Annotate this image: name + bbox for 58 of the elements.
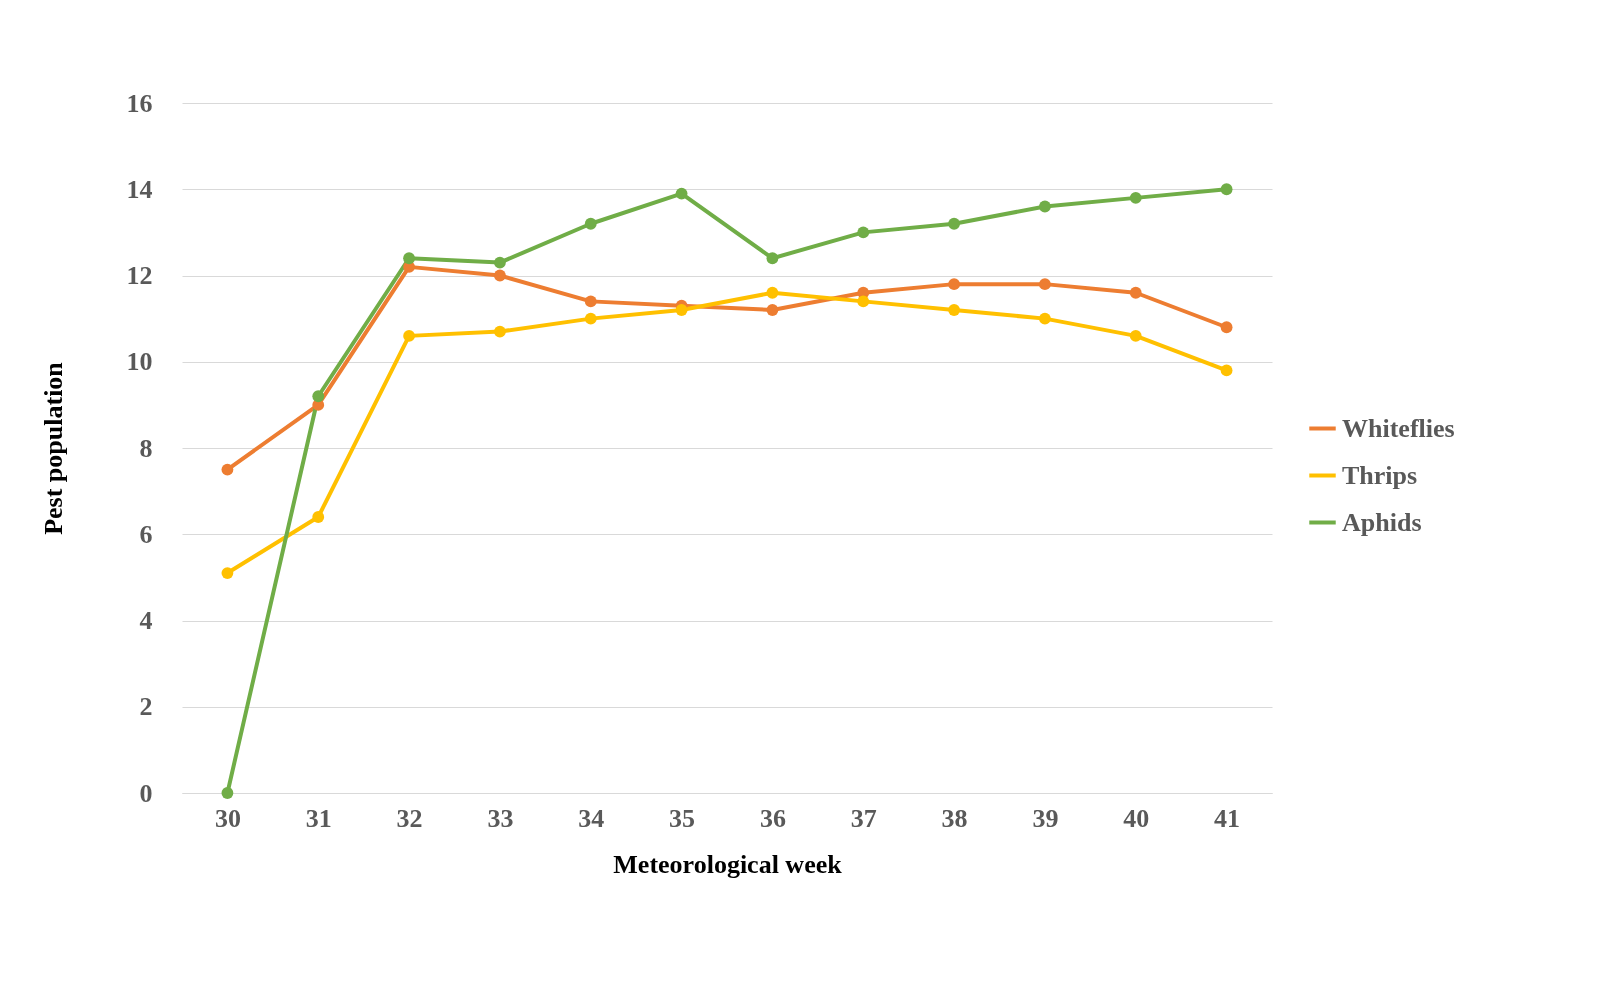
point [1039,278,1051,291]
point [221,567,234,579]
x-tick-label: 33 [487,803,514,833]
point [1039,312,1051,325]
y-tick-label: 12 [126,261,153,290]
x-tick-label: 39 [1032,803,1059,833]
point [494,325,506,338]
point [494,256,506,269]
y-axis-title: Pest population [38,361,68,535]
x-tick-label: 30 [214,803,241,833]
x-tick-label: 31 [305,803,332,833]
point [857,295,870,308]
point [1129,286,1142,299]
x-axis-title: Meteorological week [613,849,843,879]
point [584,295,597,308]
point [403,252,415,265]
point [948,304,960,316]
point [1220,321,1233,334]
x-tick-label: 35 [669,803,696,833]
point [766,286,779,299]
x-tick-label: 37 [850,803,877,833]
x-tick-label: 40 [1123,803,1150,833]
point [1220,183,1233,196]
point [1039,200,1051,213]
y-tick-label: 0 [139,778,153,808]
y-tick-label: 10 [126,347,153,377]
point [675,187,688,200]
point [948,278,960,291]
point [766,252,779,265]
y-tick-label: 14 [126,174,153,204]
legend-label: Aphids [1342,507,1422,537]
y-tick-label: 2 [139,692,153,722]
x-tick-label: 38 [941,803,968,833]
point [403,329,415,342]
y-tick-label: 8 [139,433,153,463]
x-tick-label: 36 [759,803,786,833]
y-tick-label: 4 [139,606,153,635]
x-tick-label: 34 [578,803,605,833]
y-tick-label: 16 [126,88,153,118]
point [494,269,506,282]
point [766,304,779,316]
legend-label: Whiteflies [1342,413,1455,443]
point [675,304,688,316]
legend-label: Thrips [1342,460,1418,490]
x-tick-label: 41 [1214,803,1241,833]
point [948,217,960,230]
point [584,312,597,325]
point [1220,364,1233,377]
point [857,226,870,239]
y-tick-label: 6 [139,519,153,549]
point [312,390,325,403]
point [312,511,325,523]
point [1129,329,1142,342]
point [221,463,234,476]
point [1129,191,1142,204]
point [221,787,234,799]
x-tick-label: 32 [396,803,423,833]
point [584,217,597,230]
